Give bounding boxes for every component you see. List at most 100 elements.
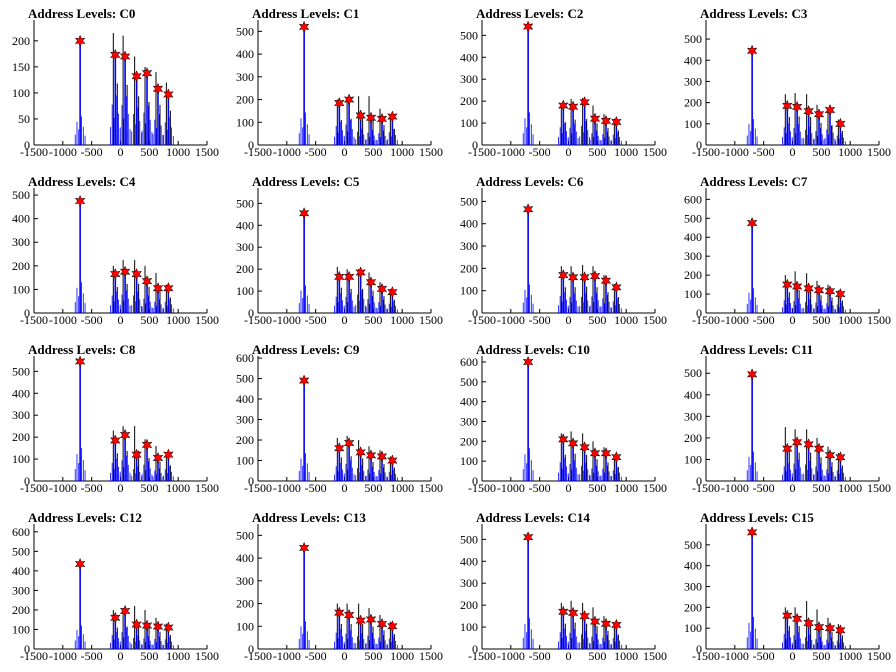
peak-marker [746, 368, 758, 381]
peak-marker [119, 50, 131, 63]
peak-marker [74, 557, 86, 571]
x-tick-label: -1000 [49, 145, 77, 159]
y-tick-label: 200 [460, 261, 478, 275]
peak-marker [131, 267, 142, 281]
peak-marker [522, 203, 534, 216]
peak-marker [298, 20, 310, 33]
panel-title: Address Levels: C8 [28, 342, 136, 357]
peak-marker [376, 617, 388, 631]
panel-title: Address Levels: C12 [28, 510, 142, 525]
peak-marker [119, 604, 131, 618]
y-tick-label: 500 [684, 32, 702, 46]
x-tick-label: 1500 [867, 145, 891, 159]
peak-marker [376, 282, 388, 296]
panel-title: Address Levels: C13 [252, 510, 366, 525]
y-tick-label: 100 [236, 454, 254, 468]
address-level-panel-c14: Address Levels: C14 -1500 -1000 -500 0 500 100… [448, 504, 672, 672]
x-tick-label: 0 [118, 145, 124, 159]
y-tick-label: 600 [12, 525, 30, 539]
peak-marker [109, 267, 121, 281]
x-tick-label: 500 [140, 481, 158, 495]
x-tick-label: 1000 [838, 481, 862, 495]
y-tick-label: 0 [248, 138, 254, 152]
peak-marker [803, 616, 814, 630]
peak-marker [163, 621, 174, 634]
y-tick-label: 100 [460, 620, 478, 634]
y-tick-label: 300 [460, 414, 478, 428]
x-tick-label: 1000 [390, 313, 414, 327]
y-tick-label: 0 [696, 642, 702, 656]
peak-marker [557, 433, 569, 446]
peak-marker [589, 270, 601, 283]
peak-marker [746, 44, 758, 57]
x-tick-label: -1500 [20, 481, 48, 495]
y-tick-label: 500 [684, 366, 702, 380]
y-tick-label: 600 [684, 192, 702, 206]
x-tick-label: 0 [118, 649, 124, 663]
address-level-panel-c12: Address Levels: C12 -1500 -1000 -500 0 500 100… [0, 504, 224, 672]
y-tick-label: 0 [24, 642, 30, 656]
peak-marker [522, 531, 534, 544]
x-tick-label: 500 [140, 313, 158, 327]
x-tick-label: 0 [118, 481, 124, 495]
x-tick-label: 500 [812, 313, 830, 327]
x-tick-label: -500 [753, 313, 775, 327]
peak-marker [579, 271, 590, 284]
y-tick-label: 100 [236, 115, 254, 129]
y-tick-label: 0 [696, 138, 702, 152]
x-tick-label: -1500 [468, 481, 496, 495]
x-tick-label: -1000 [497, 481, 525, 495]
peak-marker [600, 114, 612, 128]
y-tick-label: 100 [236, 619, 254, 633]
y-tick-label: 500 [684, 538, 702, 552]
peak-marker [557, 605, 569, 618]
x-tick-label: 1500 [195, 313, 219, 327]
peak-marker [813, 442, 825, 455]
x-tick-label: 500 [588, 481, 606, 495]
y-tick-label: 0 [472, 306, 478, 320]
x-tick-label: 1500 [419, 145, 443, 159]
y-tick-label: 600 [460, 355, 478, 369]
x-tick-label: 1500 [643, 145, 667, 159]
y-tick-label: 400 [460, 554, 478, 568]
x-tick-label: 500 [364, 649, 382, 663]
peak-marker [557, 99, 569, 112]
x-tick-label: -500 [305, 145, 327, 159]
y-tick-label: 400 [460, 50, 478, 64]
y-tick-label: 400 [460, 395, 478, 409]
y-tick-label: 200 [236, 262, 254, 276]
peak-marker [298, 541, 310, 555]
peak-marker [387, 454, 398, 467]
x-tick-label: 0 [342, 145, 348, 159]
y-tick-label: 100 [460, 116, 478, 130]
x-tick-label: 500 [588, 145, 606, 159]
y-tick-label: 400 [12, 212, 30, 226]
peak-marker [355, 614, 366, 627]
y-tick-label: 300 [236, 70, 254, 84]
peak-marker [343, 608, 355, 622]
x-tick-label: -500 [529, 481, 551, 495]
y-tick-label: 200 [460, 94, 478, 108]
x-tick-label: 1000 [166, 649, 190, 663]
peak-marker [131, 70, 142, 83]
address-level-panel-c1: Address Levels: C1 -1500 -1000 -500 0 500 1000… [224, 0, 448, 168]
histogram-plot: Address Levels: C6-1500 -1000 -500 0 500 1000… [460, 174, 667, 327]
peak-marker [579, 96, 590, 109]
y-tick-label: 400 [236, 47, 254, 61]
peak-marker [387, 620, 398, 633]
x-tick-label: -500 [305, 481, 327, 495]
y-tick-label: 100 [12, 622, 30, 636]
peak-marker [611, 115, 622, 129]
y-tick-label: 0 [472, 642, 478, 656]
x-tick-label: -500 [81, 145, 103, 159]
histogram-plot: Address Levels: C11 -1500 -1000 -500 0 500 100… [684, 342, 891, 495]
peak-marker [333, 606, 345, 619]
address-level-panel-c10: Address Levels: C10 -1500 -1000 -500 0 500 100… [448, 336, 672, 504]
x-tick-label: -1500 [692, 313, 720, 327]
x-tick-label: 1000 [838, 145, 862, 159]
peak-marker [74, 194, 86, 208]
peak-marker [791, 436, 803, 449]
y-tick-label: 0 [696, 474, 702, 488]
peak-marker [813, 284, 825, 297]
